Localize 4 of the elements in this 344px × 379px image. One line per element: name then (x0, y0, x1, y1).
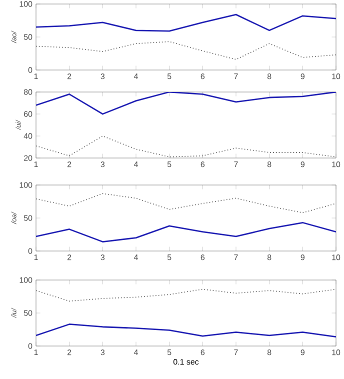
line-series (36, 324, 336, 338)
line-series (36, 14, 336, 32)
line-series (36, 92, 336, 115)
line-series (36, 222, 336, 242)
